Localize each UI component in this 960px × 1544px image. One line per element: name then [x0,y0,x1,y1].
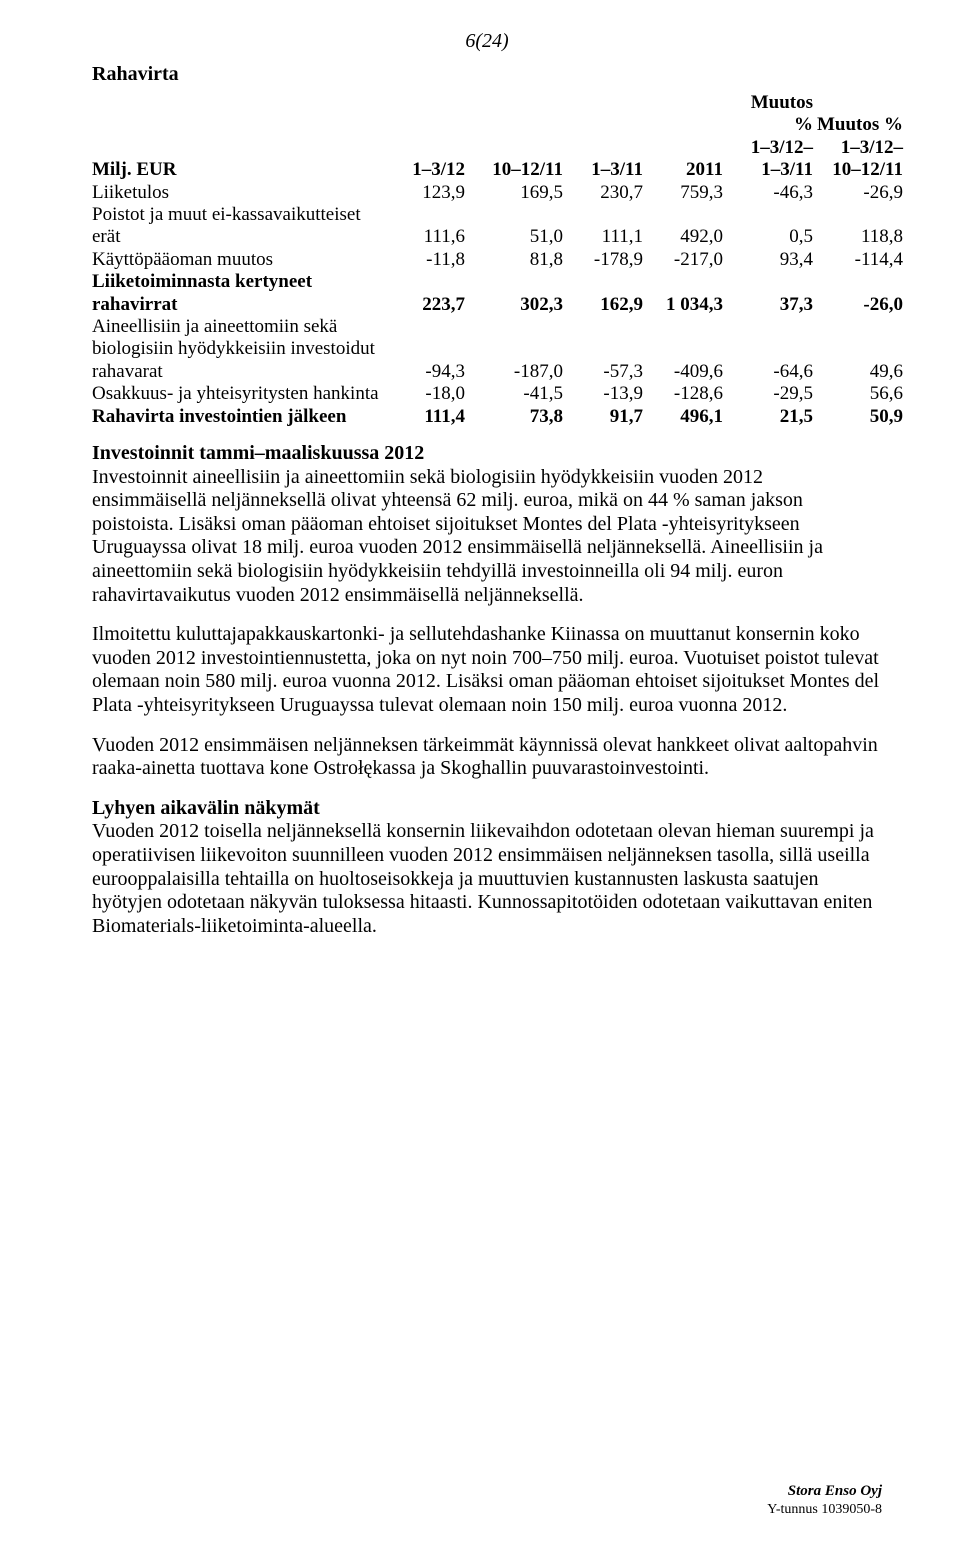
cell-value: 223,7 [385,271,465,316]
cell-value: -114,4 [813,249,903,271]
cell-value: -26,9 [813,182,903,204]
cell-value: 1 034,3 [643,271,723,316]
cell-value: -29,5 [723,383,813,405]
cell-value: -41,5 [465,383,563,405]
table-row: Liiketulos123,9169,5230,7759,3-46,3-26,9 [92,182,903,204]
cell-value: 93,4 [723,249,813,271]
outlook-heading: Lyhyen aikavälin näkymät [92,797,320,819]
cell-value: -128,6 [643,383,723,405]
cell-value: 111,4 [385,406,465,428]
col-header: 1–3/11 [563,92,643,182]
row-label: Aineellisiin ja aineettomiin sekä biolog… [92,316,385,383]
row-label: Poistot ja muut ei-kassavaikutteiset erä… [92,204,385,249]
cell-value: 169,5 [465,182,563,204]
cell-value: 496,1 [643,406,723,428]
investments-heading: Investoinnit tammi–maaliskuussa 2012 [92,442,424,464]
cell-value: -64,6 [723,316,813,383]
cell-value: 56,6 [813,383,903,405]
cell-value: -57,3 [563,316,643,383]
table-row: Rahavirta investointien jälkeen111,473,8… [92,406,903,428]
table-header-row: Milj. EUR 1–3/12 10–12/11 1–3/11 2011 Mu… [92,92,903,182]
cell-value: 759,3 [643,182,723,204]
cell-value: -11,8 [385,249,465,271]
cell-value: -409,6 [643,316,723,383]
rowhead-label: Milj. EUR [92,159,176,180]
investments-block: Investoinnit tammi–maaliskuussa 2012 Inv… [92,442,882,607]
cell-value: -18,0 [385,383,465,405]
cell-value: 21,5 [723,406,813,428]
col-header: Muutos %1–3/12–10–12/11 [813,92,903,182]
col-header: Muutos%1–3/12–1–3/11 [723,92,813,182]
cell-value: 302,3 [465,271,563,316]
cell-value: 73,8 [465,406,563,428]
table-row: Aineellisiin ja aineettomiin sekä biolog… [92,316,903,383]
cell-value: 50,9 [813,406,903,428]
col-header-line: Muutos%1–3/12–1–3/11 [751,92,813,180]
cell-value: -217,0 [643,249,723,271]
col-header: 10–12/11 [465,92,563,182]
outlook-block: Lyhyen aikavälin näkymät Vuoden 2012 toi… [92,797,882,939]
cell-value: -94,3 [385,316,465,383]
cell-value: 51,0 [465,204,563,249]
table-row: Poistot ja muut ei-kassavaikutteiset erä… [92,204,903,249]
section-title: Rahavirta [92,63,882,86]
table-row: Osakkuus- ja yhteisyritysten hankinta-18… [92,383,903,405]
footer-company: Stora Enso Oyj [767,1482,882,1501]
cell-value: 0,5 [723,204,813,249]
cell-value: 230,7 [563,182,643,204]
cell-value: -13,9 [563,383,643,405]
cell-value: -26,0 [813,271,903,316]
row-label: Liiketulos [92,182,385,204]
cashflow-table: Milj. EUR 1–3/12 10–12/11 1–3/11 2011 Mu… [92,92,903,428]
paragraph-1: Investoinnit aineellisiin ja aineettomii… [92,466,823,606]
cell-value: -187,0 [465,316,563,383]
page-footer: Stora Enso Oyj Y-tunnus 1039050-8 [767,1482,882,1518]
paragraph-3: Vuoden 2012 ensimmäisen neljänneksen tär… [92,734,882,781]
cell-value: 37,3 [723,271,813,316]
col-header: 1–3/12 [385,92,465,182]
cell-value: 492,0 [643,204,723,249]
row-label: Käyttöpääoman muutos [92,249,385,271]
cell-value: 123,9 [385,182,465,204]
page: 6(24) Rahavirta Milj. EUR 1–3/12 10–12/1… [0,0,960,1544]
col-header-line: Muutos %1–3/12–10–12/11 [817,114,903,180]
row-label: Osakkuus- ja yhteisyritysten hankinta [92,383,385,405]
cell-value: -46,3 [723,182,813,204]
footer-id: Y-tunnus 1039050-8 [767,1501,882,1519]
col-header: 2011 [643,92,723,182]
cell-value: 111,1 [563,204,643,249]
paragraph-4: Vuoden 2012 toisella neljänneksellä kons… [92,820,874,936]
row-label: Rahavirta investointien jälkeen [92,406,385,428]
rowhead-cell: Milj. EUR [92,92,385,182]
page-number: 6(24) [92,30,882,53]
paragraph-2: Ilmoitettu kuluttajapakkauskartonki- ja … [92,623,882,717]
cell-value: 111,6 [385,204,465,249]
table-body: Liiketulos123,9169,5230,7759,3-46,3-26,9… [92,182,903,428]
cell-value: 162,9 [563,271,643,316]
cell-value: 91,7 [563,406,643,428]
table-row: Liiketoiminnasta kertyneet rahavirrat223… [92,271,903,316]
cell-value: 81,8 [465,249,563,271]
row-label: Liiketoiminnasta kertyneet rahavirrat [92,271,385,316]
cell-value: -178,9 [563,249,643,271]
cell-value: 118,8 [813,204,903,249]
cell-value: 49,6 [813,316,903,383]
table-row: Käyttöpääoman muutos-11,881,8-178,9-217,… [92,249,903,271]
